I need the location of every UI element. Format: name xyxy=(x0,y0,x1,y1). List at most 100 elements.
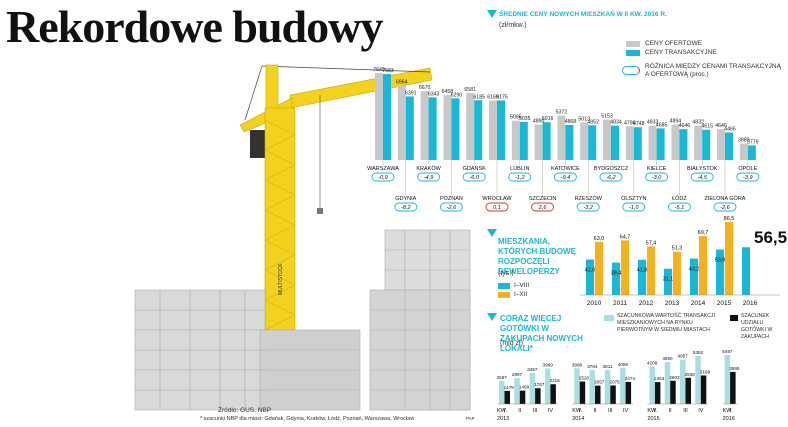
quarter-label: IV xyxy=(698,408,704,414)
bar-offer xyxy=(420,91,429,160)
diff-pill xyxy=(576,202,600,212)
legend-value: SZACUNKOWA WARTOŚĆ TRANSAKCJI MIESZKANIO… xyxy=(617,313,715,333)
year-label: 2014 xyxy=(691,300,706,307)
bar-transaction xyxy=(474,100,483,160)
quarter-label: I xyxy=(729,408,731,414)
label-transaction: 5035 xyxy=(519,116,531,122)
label-value: 3457 xyxy=(527,367,538,372)
group-year-label: 2013 xyxy=(497,416,509,422)
diff-pill xyxy=(713,202,737,212)
bar-offer xyxy=(739,143,748,160)
city-label: KIELCE xyxy=(647,166,667,172)
bar-h1 xyxy=(638,259,646,295)
label-transaction: 4685 xyxy=(656,122,668,128)
label-h1: 42,0 xyxy=(585,268,596,274)
kw-label: KW. xyxy=(723,408,734,414)
label-full: 64,7 xyxy=(620,234,631,240)
year-label: 2015 xyxy=(717,300,732,307)
label-full: 69,7 xyxy=(698,230,709,236)
bar-value xyxy=(724,354,731,404)
bar-transaction xyxy=(702,129,711,160)
label-offer: 4890 xyxy=(533,119,545,125)
section2-unit: (tys.) xyxy=(498,270,514,277)
label-cash: 2520 xyxy=(579,376,590,381)
label-value: 4209 xyxy=(647,360,658,365)
label-full: 57,4 xyxy=(646,241,657,247)
bar-transaction xyxy=(611,125,619,160)
label-value: 3998 xyxy=(572,362,583,367)
label-value: 5497 xyxy=(722,349,733,354)
city-label: ŁÓDŹ xyxy=(672,195,687,202)
bar-cash xyxy=(579,381,586,404)
arrow-down-icon-2 xyxy=(487,229,497,237)
bar-offer xyxy=(397,85,406,160)
label-h1: 41,8 xyxy=(637,268,648,274)
legend-swatch-full xyxy=(498,292,510,298)
label-offer: 5095 xyxy=(510,115,522,121)
diff-value: -8,2 xyxy=(401,205,410,211)
buildings-graphic xyxy=(134,229,471,411)
bar-value xyxy=(529,373,536,404)
bar-cash xyxy=(550,384,556,404)
bar-transaction xyxy=(497,100,505,160)
legend-swatch-transaction xyxy=(626,50,640,56)
diff-pill xyxy=(371,172,395,182)
bar-offer xyxy=(489,100,497,160)
label-h1: 38,4 xyxy=(611,271,622,277)
bar-cash xyxy=(685,377,691,404)
bar-offer xyxy=(580,122,589,160)
section3-title: CORAZ WIĘCEJ GOTÓWKI W ZAKUPACH NOWYCH L… xyxy=(500,314,583,353)
kw-label: KW. xyxy=(497,408,508,414)
city-label: KRAKÓW xyxy=(416,165,441,172)
diff-pill xyxy=(553,172,577,182)
arrow-down-icon-3 xyxy=(487,313,497,321)
label-cash: 2215 xyxy=(550,378,561,383)
bar-transaction xyxy=(747,145,756,160)
bar-cash xyxy=(535,388,541,404)
diff-value: -3,0 xyxy=(652,175,662,181)
agency-label: PAP xyxy=(466,416,475,421)
diff-value: -2,6 xyxy=(447,205,457,211)
bar-transaction xyxy=(542,122,551,160)
bar-transaction xyxy=(383,74,391,160)
bar-transaction xyxy=(588,125,597,160)
bar-offer xyxy=(717,129,725,160)
quarter-label: IV xyxy=(623,408,629,414)
bar-offer xyxy=(511,120,520,160)
quarter-label: II xyxy=(669,408,673,414)
bar-value xyxy=(604,369,611,404)
bar-h1 xyxy=(742,247,750,295)
diff-pill xyxy=(645,172,669,182)
quarter-label: I xyxy=(654,408,656,414)
label-offer: 4833 xyxy=(647,120,659,126)
legend-cash: SZACUNEK UDZIAŁU GOTÓWKI W ZAKUPACH xyxy=(741,313,773,340)
quarter-label: I xyxy=(504,408,506,414)
diff-value: -6,2 xyxy=(606,175,615,181)
diff-value: -4,5 xyxy=(697,175,707,181)
legend-full: I–XII xyxy=(514,291,528,298)
legend-diff: RÓŻNICA MIĘDZY CENAMI TRANSAKCYJNĄ A OFE… xyxy=(645,63,781,78)
year-label: 2010 xyxy=(587,300,602,307)
bar-transaction xyxy=(428,97,437,160)
city-label: GDYNIA xyxy=(395,196,416,202)
source-text: Źródło: GUS, NBP xyxy=(218,407,272,414)
label-transaction: 5016 xyxy=(542,116,554,122)
label-offer: 6169 xyxy=(487,95,499,101)
bar-full xyxy=(595,241,603,295)
label-cash: 3595 xyxy=(729,366,740,371)
kw-label: KW. xyxy=(572,408,583,414)
bar-cash xyxy=(670,380,676,404)
bar-offer xyxy=(557,115,566,160)
city-label: WROCŁAW xyxy=(482,196,512,202)
label-offer: 5013 xyxy=(578,116,590,122)
diff-pill xyxy=(508,172,532,182)
crane-brand-label: MULTISTOCK xyxy=(278,263,284,295)
year-label: 2016 xyxy=(743,300,758,307)
label-h1: 31,1 xyxy=(663,277,674,283)
quarter-label: III xyxy=(608,408,613,414)
bar-offer xyxy=(443,95,452,160)
label-transaction: 4466 xyxy=(724,127,736,133)
quarter-label: II xyxy=(518,408,522,414)
legend-swatch-offer xyxy=(626,41,640,47)
city-label: RZESZÓW xyxy=(574,195,602,202)
